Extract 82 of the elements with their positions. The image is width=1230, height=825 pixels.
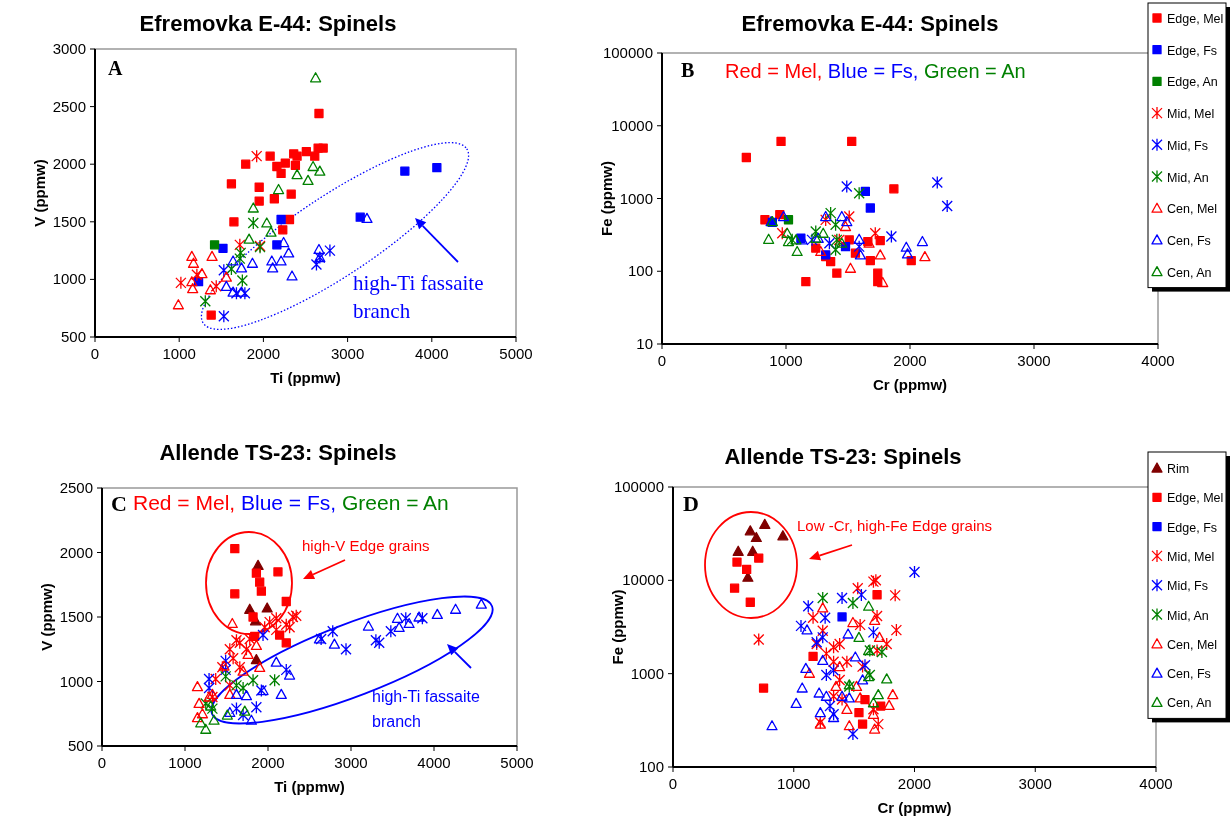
- y-tick-label: 2500: [59, 479, 93, 496]
- y-tick-label: 1500: [52, 212, 86, 230]
- y-axis-title: V (ppmw): [31, 159, 48, 227]
- y-tick-label: 2000: [52, 155, 86, 173]
- annotation: Red = Mel, Blue = Fs, Green = An: [133, 491, 449, 514]
- legend-label: Edge, Fs: [1167, 520, 1218, 535]
- legend-label: Mid, Fs: [1167, 138, 1208, 153]
- annotation: C: [111, 491, 127, 516]
- legend-label: Cen, Mel: [1167, 202, 1218, 217]
- x-tick-label: 0: [90, 345, 100, 362]
- y-tick-label: 2500: [52, 97, 86, 115]
- x-tick-label: 5000: [499, 345, 533, 362]
- legend-label: Edge, Mel: [1167, 491, 1224, 506]
- y-axis-title: Fe (ppmw): [609, 589, 626, 665]
- x-axis-title: Ti (ppmw): [270, 369, 341, 386]
- x-tick-label: 1000: [777, 775, 811, 792]
- y-tick-label: 10000: [611, 116, 653, 134]
- y-tick-label: 2000: [59, 543, 93, 561]
- legend-label: Mid, Mel: [1167, 549, 1215, 564]
- y-axis-title: V (ppmw): [38, 583, 55, 651]
- annotation: high-Ti fassaite branch: [353, 271, 484, 323]
- x-axis-title: Cr (ppmw): [877, 799, 952, 816]
- x-tick-label: 2000: [246, 345, 281, 362]
- x-tick-label: 2000: [893, 352, 927, 369]
- legend-label: Edge, An: [1167, 75, 1218, 90]
- x-tick-label: 1000: [168, 754, 202, 771]
- chart-title: Efremovka E-44: Spinels: [741, 11, 999, 36]
- legend-label: Cen, Mel: [1167, 637, 1218, 652]
- x-axis-title: Ti (ppmw): [274, 778, 345, 795]
- annotation: high-Ti fassaite branch: [372, 688, 480, 730]
- x-tick-label: 1000: [162, 345, 196, 362]
- chart-title: Efremovka E-44: Spinels: [139, 11, 397, 36]
- y-tick-label: 500: [60, 328, 86, 345]
- x-tick-label: 2000: [897, 775, 932, 792]
- annotation: B: [681, 59, 695, 81]
- chart-title: Allende TS-23: Spinels: [724, 444, 962, 469]
- x-tick-label: 3000: [330, 345, 365, 362]
- annotation: Red = Mel, Blue = Fs, Green = An: [725, 60, 1026, 82]
- legend-label: Edge, Fs: [1167, 43, 1218, 58]
- x-tick-label: 0: [668, 775, 678, 792]
- legend-label: Mid, Mel: [1167, 107, 1215, 122]
- legend-label: Cen, Fs: [1167, 667, 1211, 682]
- legend-label: Cen, An: [1167, 696, 1212, 711]
- y-tick-label: 1500: [59, 608, 93, 625]
- y-tick-label: 10: [636, 335, 653, 352]
- y-tick-label: 100: [627, 262, 653, 280]
- x-tick-label: 2000: [251, 754, 285, 771]
- y-tick-label: 1000: [52, 270, 86, 288]
- legend-label: Mid, An: [1167, 170, 1209, 185]
- x-tick-label: 5000: [500, 754, 534, 771]
- legend-label: Edge, Mel: [1167, 12, 1224, 26]
- x-tick-label: 1000: [769, 352, 803, 369]
- annotation: D: [683, 491, 699, 516]
- y-axis-title: Fe (ppmw): [598, 161, 615, 236]
- annotation: Low -Cr, high-Fe Edge grains: [797, 517, 993, 534]
- x-tick-label: 4000: [415, 345, 449, 362]
- x-tick-label: 4000: [417, 754, 451, 771]
- legend-label: Cen, Fs: [1167, 233, 1211, 248]
- x-tick-label: 3000: [1017, 352, 1051, 369]
- y-tick-label: 10000: [622, 571, 664, 589]
- x-tick-label: 3000: [334, 754, 368, 771]
- x-tick-label: 4000: [1139, 775, 1173, 792]
- y-tick-label: 1000: [59, 672, 93, 690]
- legend-label: Rim: [1167, 462, 1190, 476]
- chart-title: Allende TS-23: Spinels: [159, 440, 397, 465]
- y-tick-label: 1000: [630, 664, 664, 682]
- y-tick-label: 500: [67, 737, 93, 754]
- x-tick-label: 4000: [1141, 352, 1175, 369]
- legend-label: Mid, An: [1167, 608, 1209, 623]
- y-tick-label: 100000: [613, 478, 664, 495]
- x-tick-label: 0: [657, 352, 667, 369]
- annotation: high-V Edge grains: [302, 537, 430, 554]
- y-tick-label: 3000: [52, 40, 86, 57]
- legend-label: Mid, Fs: [1167, 579, 1208, 594]
- legend-label: Cen, An: [1167, 265, 1212, 280]
- y-tick-label: 100: [638, 758, 664, 775]
- y-tick-label: 1000: [619, 189, 653, 207]
- annotation: A: [108, 57, 123, 79]
- x-tick-label: 3000: [1018, 775, 1052, 792]
- y-tick-label: 100000: [602, 44, 653, 61]
- x-tick-label: 0: [97, 754, 107, 771]
- x-axis-title: Cr (ppmw): [872, 376, 948, 393]
